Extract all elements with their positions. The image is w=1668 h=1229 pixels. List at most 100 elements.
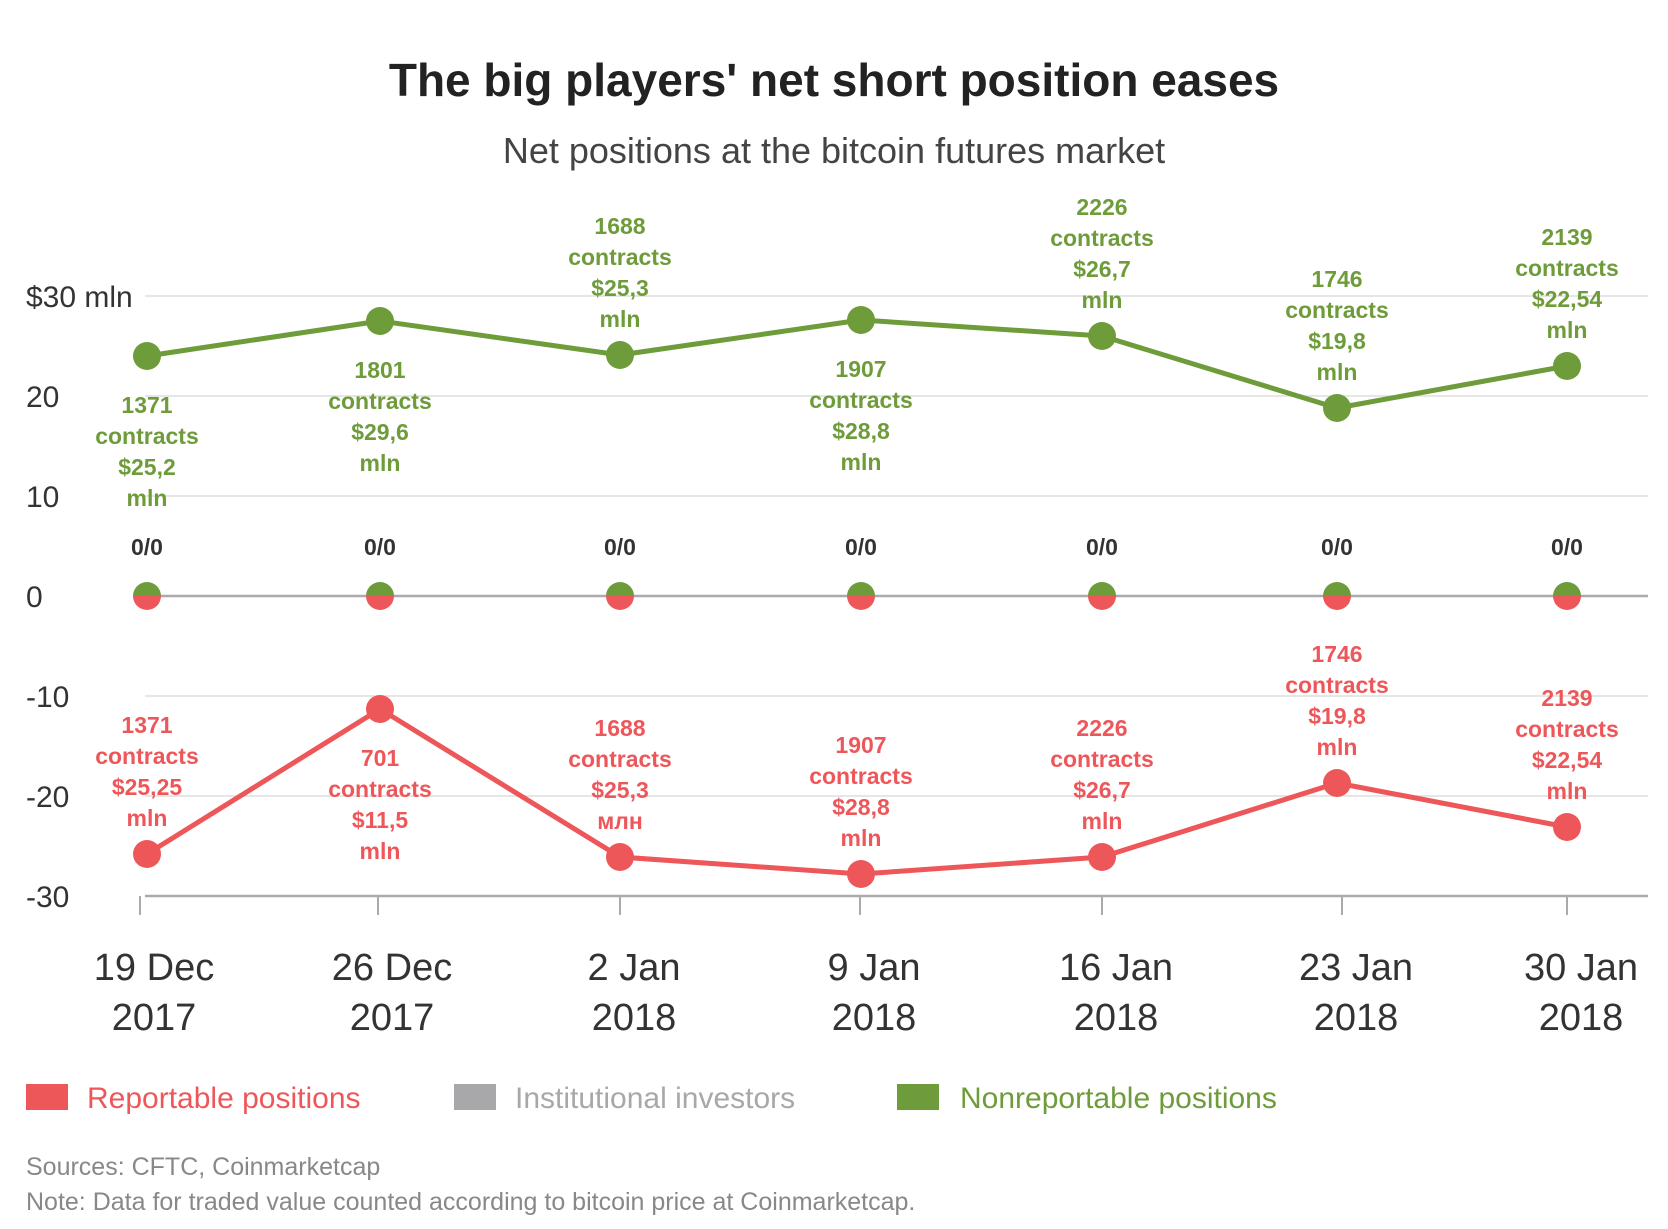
x-tick-label: 2018 [592, 997, 677, 1039]
data-point [1323, 769, 1351, 797]
zero-point-reportable [1088, 596, 1116, 610]
data-label: 1688 [594, 715, 645, 741]
data-label: contracts [95, 423, 199, 449]
data-labels: 0/0 0/0 0/0 0/0 0/0 0/0 0/0 1371 contracts $25,2 m… [95, 194, 1619, 864]
y-tick-label: -10 [26, 681, 69, 714]
x-tick-label: 2018 [1074, 997, 1159, 1039]
data-label: mln [127, 485, 168, 511]
data-label: $22,54 [1532, 286, 1603, 312]
y-tick-label: $30 mln [26, 281, 133, 314]
zero-point-nonreportable [1553, 582, 1581, 596]
data-label: contracts [1285, 672, 1389, 698]
data-label: mln [1547, 317, 1588, 343]
x-tick-label: 2018 [1314, 997, 1399, 1039]
data-point [606, 341, 634, 369]
y-tick-label: -30 [26, 881, 69, 914]
data-point [1088, 843, 1116, 871]
x-tick-label: 23 Jan [1299, 947, 1413, 989]
x-tick-label: 16 Jan [1059, 947, 1173, 989]
data-point [366, 695, 394, 723]
data-point [133, 840, 161, 868]
data-label: contracts [568, 244, 672, 270]
x-tick-label: 19 Dec [94, 947, 214, 989]
data-label: $22,54 [1532, 747, 1603, 773]
data-label: contracts [809, 763, 913, 789]
zero-point-reportable [1553, 596, 1581, 610]
data-label: $28,8 [832, 418, 890, 444]
data-label: 2139 [1541, 685, 1592, 711]
data-point [133, 342, 161, 370]
y-tick-label: 20 [26, 381, 59, 414]
data-label: $25,3 [591, 275, 649, 301]
data-label: contracts [328, 388, 432, 414]
data-label: 1688 [594, 213, 645, 239]
data-label: contracts [1050, 225, 1154, 251]
y-tick-label: 0 [26, 581, 43, 614]
data-label: $26,7 [1073, 777, 1131, 803]
data-label: mln [841, 825, 882, 851]
zero-point-nonreportable [1088, 582, 1116, 596]
x-tick-label: 9 Jan [828, 947, 921, 989]
data-label: 2139 [1541, 224, 1592, 250]
data-label: contracts [1285, 297, 1389, 323]
zero-point-nonreportable [366, 582, 394, 596]
data-label: mln [1317, 734, 1358, 760]
data-point [366, 307, 394, 335]
y-tick-label: 10 [26, 481, 59, 514]
data-label: 1746 [1311, 266, 1362, 292]
zero-data-label: 0/0 [1551, 534, 1583, 560]
data-label: $25,2 [118, 454, 176, 480]
legend-swatch-nonreportable [897, 1084, 939, 1110]
data-label: contracts [568, 746, 672, 772]
data-label: 701 [361, 745, 400, 771]
data-label: mln [127, 805, 168, 831]
data-label: $19,8 [1308, 328, 1366, 354]
legend: Reportable positions Institutional inves… [26, 1082, 1277, 1115]
data-point [1088, 322, 1116, 350]
data-label: 1371 [121, 392, 172, 418]
x-tick-label: 2 Jan [588, 947, 681, 989]
data-label: $25,3 [591, 777, 649, 803]
data-point [1323, 394, 1351, 422]
data-label: mln [600, 306, 641, 332]
y-tick-label: -20 [26, 781, 69, 814]
x-tick-label: 2018 [1539, 997, 1624, 1039]
data-point [606, 843, 634, 871]
data-label: 2226 [1076, 715, 1127, 741]
chart-title: The big players' net short position ease… [389, 54, 1279, 106]
data-label: $29,6 [351, 419, 409, 445]
zero-data-label: 0/0 [845, 534, 877, 560]
zero-point-reportable [606, 596, 634, 610]
zero-data-label: 0/0 [1321, 534, 1353, 560]
legend-label-reportable: Reportable positions [87, 1082, 361, 1115]
zero-point-reportable [366, 596, 394, 610]
data-label: contracts [809, 387, 913, 413]
data-label: 1371 [121, 712, 172, 738]
data-label: contracts [1515, 255, 1619, 281]
data-label: $19,8 [1308, 703, 1366, 729]
chart-subtitle: Net positions at the bitcoin futures mar… [503, 130, 1165, 171]
data-label: $26,7 [1073, 256, 1131, 282]
data-label: mln [1082, 808, 1123, 834]
legend-swatch-institutional [454, 1084, 496, 1110]
x-tick-label: 2017 [350, 997, 435, 1039]
zero-point-nonreportable [606, 582, 634, 596]
zero-point-nonreportable [1323, 582, 1351, 596]
grid [145, 295, 1648, 898]
data-point [847, 306, 875, 334]
data-label: млн [597, 808, 643, 834]
zero-data-label: 0/0 [604, 534, 636, 560]
x-axis: 19 Dec 2017 26 Dec 2017 2 Jan 2018 9 Jan 2018 16… [94, 896, 1638, 1039]
zero-point-nonreportable [847, 582, 875, 596]
zero-point-nonreportable [133, 582, 161, 596]
zero-data-label: 0/0 [1086, 534, 1118, 560]
x-tick-label: 30 Jan [1524, 947, 1638, 989]
zero-point-reportable [847, 596, 875, 610]
series-layer [133, 306, 1581, 888]
legend-label-nonreportable: Nonreportable positions [960, 1082, 1277, 1115]
zero-point-reportable [1323, 596, 1351, 610]
data-label: contracts [1050, 746, 1154, 772]
data-label: mln [360, 450, 401, 476]
data-label: contracts [328, 776, 432, 802]
